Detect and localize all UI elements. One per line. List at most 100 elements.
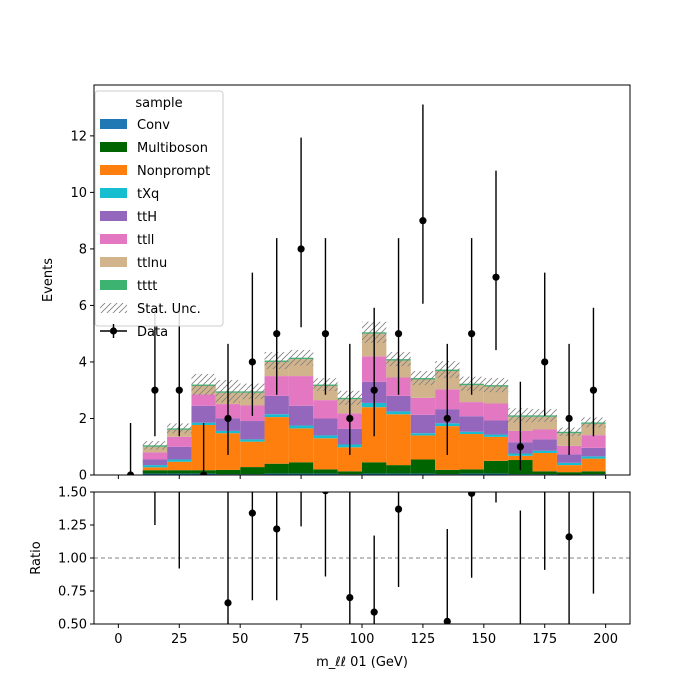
data-point-15 — [492, 273, 500, 281]
bar-multiboson-13 — [459, 469, 484, 474]
bar-conv-7 — [313, 473, 338, 475]
stat-unc-14 — [483, 378, 509, 393]
bar-multiboson-3 — [215, 469, 241, 475]
ratio-xtick-label: 175 — [532, 632, 557, 647]
bar-multiboson-5 — [264, 463, 289, 474]
ratio-ytick-label: 0.50 — [58, 618, 87, 633]
ratio-point-8 — [370, 608, 378, 616]
bar-tth-16 — [532, 439, 557, 451]
bar-multiboson-18 — [581, 471, 606, 475]
ratio-point-9 — [394, 505, 403, 513]
ratio-xtick-label: 125 — [410, 632, 435, 647]
legend-title: sample — [135, 96, 182, 111]
bar-nonprompt-11 — [410, 435, 436, 460]
legend-label-data: Data — [137, 325, 168, 340]
legend-label-tth: ttH — [137, 210, 157, 225]
legend-swatch-ttll — [100, 234, 127, 244]
bar-tth-14 — [483, 420, 509, 435]
data-point-16 — [516, 443, 524, 451]
ratio-ytick-label: 0.75 — [58, 585, 87, 600]
bar-ttll-7 — [313, 400, 338, 419]
ratio-ytick-label: 1.50 — [58, 486, 87, 501]
data-point-4 — [224, 414, 232, 423]
bar-txq-17 — [556, 462, 582, 466]
bar-multiboson-6 — [288, 462, 314, 474]
legend-swatch-conv — [100, 119, 127, 129]
legend-swatch-nonprompt — [100, 165, 127, 175]
main-ytick-label: 8 — [79, 242, 87, 257]
stat-unc-2 — [191, 373, 216, 396]
bar-nonprompt-6 — [288, 428, 314, 463]
legend-label-conv: Conv — [137, 118, 170, 133]
bar-txq-4 — [240, 439, 265, 442]
bar-nonprompt-0 — [142, 467, 168, 471]
bar-multiboson-7 — [313, 469, 338, 474]
data-point-7 — [297, 245, 305, 253]
ratio-point-11 — [468, 492, 476, 497]
data-point-9 — [346, 414, 354, 423]
data-point-2 — [175, 386, 183, 394]
main-ytick-label: 4 — [79, 355, 87, 370]
data-point-5 — [248, 358, 256, 366]
bar-ttll-0 — [142, 452, 168, 460]
data-point-13 — [443, 414, 451, 423]
bar-ttll-1 — [167, 436, 192, 447]
legend-swatch-txq — [100, 188, 127, 198]
ratio-ylabel: Ratio — [29, 541, 44, 574]
main-ytick-label: 0 — [79, 469, 87, 484]
legend-label-tttt: tttt — [137, 279, 157, 294]
bar-txq-5 — [264, 414, 289, 418]
bar-ttll-18 — [581, 435, 606, 448]
main-ylabel: Events — [41, 258, 56, 302]
legend-label-nonprompt: Nonprompt — [137, 164, 210, 179]
data-point-10 — [370, 386, 378, 394]
bar-txq-1 — [167, 459, 192, 462]
ratio-point-6 — [322, 492, 329, 495]
bar-txq-0 — [142, 465, 168, 468]
bar-multiboson-14 — [483, 460, 509, 474]
bar-txq-10 — [386, 411, 411, 415]
legend-data-marker — [109, 327, 118, 335]
main-ytick-label: 6 — [79, 299, 87, 314]
bar-tth-13 — [459, 416, 484, 432]
bar-tth-7 — [313, 418, 338, 436]
bar-ttll-11 — [410, 397, 436, 415]
ratio-xtick-label: 200 — [593, 632, 618, 647]
ratio-point-15 — [565, 533, 573, 541]
data-point-6 — [273, 330, 281, 338]
ratio-xtick-label: 150 — [471, 632, 496, 647]
stat-unc-11 — [410, 371, 436, 386]
ratio-point-3 — [248, 509, 256, 517]
data-point-3 — [200, 471, 208, 475]
bar-nonprompt-7 — [313, 438, 338, 470]
xlabel: m_ℓℓ 01 (GeV) — [316, 655, 408, 670]
bar-conv-9 — [362, 473, 387, 475]
bar-ttll-13 — [459, 402, 484, 417]
bar-nonprompt-1 — [167, 461, 192, 471]
bar-txq-13 — [459, 431, 484, 435]
ratio-xtick-label: 0 — [114, 632, 122, 647]
bar-ttll-16 — [532, 429, 557, 440]
legend-label-ttll: ttll — [137, 233, 154, 248]
stat-unc-6 — [288, 349, 314, 366]
bar-conv-10 — [386, 473, 411, 475]
bar-txq-18 — [581, 456, 606, 459]
bar-nonprompt-13 — [459, 434, 484, 470]
bar-multiboson-1 — [167, 470, 192, 474]
data-point-0 — [126, 471, 135, 475]
legend-swatch-multiboson — [100, 142, 127, 152]
bar-multiboson-4 — [240, 467, 265, 475]
legend-swatch-ttlnu — [100, 257, 127, 267]
bar-multiboson-12 — [435, 469, 460, 475]
bar-conv-5 — [264, 473, 289, 475]
data-points — [126, 104, 598, 475]
ratio-ytick-label: 1.00 — [58, 552, 87, 567]
bar-nonprompt-10 — [386, 414, 411, 466]
ratio-ytick-label: 1.25 — [58, 519, 87, 534]
main-axes: 0 2 4 6 8 10 12 Events — [41, 84, 631, 484]
bar-conv-1 — [167, 473, 192, 475]
bar-conv-0 — [142, 473, 168, 475]
bar-tth-10 — [386, 395, 411, 412]
bar-multiboson-16 — [532, 471, 557, 475]
